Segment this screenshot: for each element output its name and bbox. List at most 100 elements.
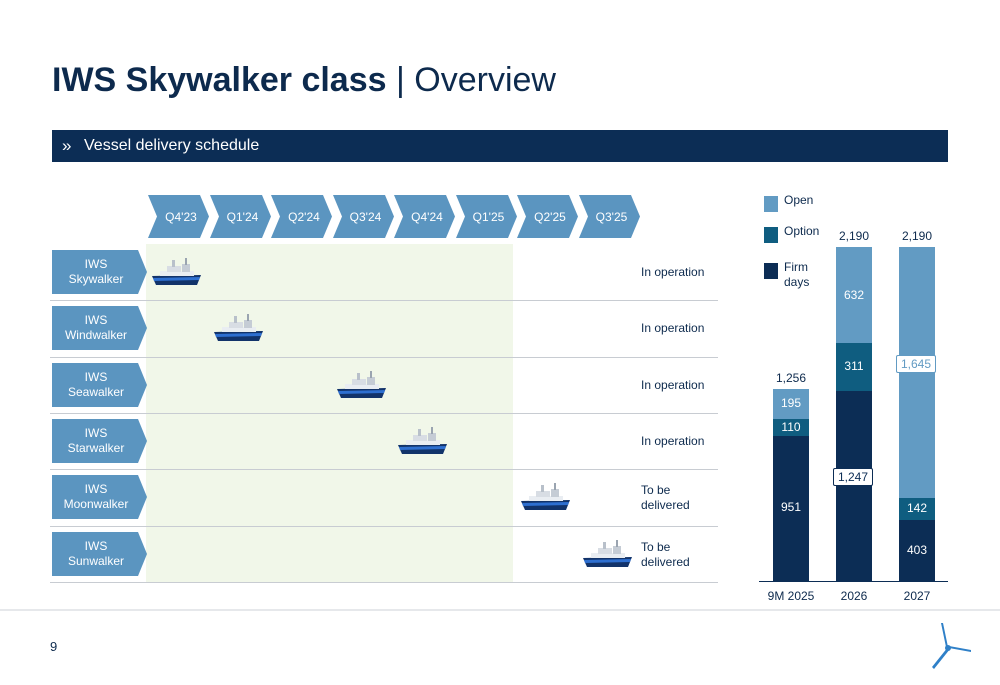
bar-value-label: 110: [781, 419, 801, 434]
vessel-status: In operation: [641, 434, 704, 449]
legend-label-line2: days: [784, 275, 810, 289]
status-line2: delivered: [641, 498, 690, 512]
bar-value-label: 311: [844, 359, 864, 374]
row-divider: [50, 357, 718, 358]
vessel-status: In operation: [641, 378, 704, 393]
bar-segment: [836, 343, 872, 391]
legend-label-line1: Option: [784, 224, 820, 238]
vessel-name-line2: Sunwalker: [67, 554, 125, 568]
bar-value-label: 951: [780, 500, 802, 515]
legend-label-line1: Firm: [784, 260, 808, 274]
vessel-name-line1: IWS: [84, 370, 108, 384]
row-divider: [50, 469, 718, 470]
quarter-3: Q2'24: [271, 195, 333, 238]
vessel-tag: IWS Seawalker: [52, 363, 148, 407]
vessel-tag: IWS Sunwalker: [52, 532, 148, 576]
bar-segment: [773, 435, 809, 581]
vessel-icon: [520, 483, 572, 513]
bar-value-label: 1,247: [833, 467, 874, 486]
row-divider: [50, 413, 718, 414]
legend-swatch: [764, 196, 778, 212]
bar-value-label: 195: [780, 396, 802, 411]
section-banner: » Vessel delivery schedule: [52, 130, 948, 162]
vessel-tag: IWS Moonwalker: [52, 475, 148, 519]
vessel-icon: [213, 314, 265, 344]
bar-segment: [899, 519, 935, 581]
vessel-name-line1: IWS: [84, 313, 108, 327]
status-line1: In operation: [641, 378, 705, 392]
vessel-status: In operation: [641, 321, 704, 336]
legend-label: Option: [784, 224, 819, 239]
quarter-label: Q4'24: [411, 209, 443, 224]
bar-total-label: 2,190: [838, 229, 870, 243]
row-divider: [50, 526, 718, 527]
bar-segment: [899, 497, 935, 520]
quarter-label: Q4'23: [165, 209, 197, 224]
legend-label-line1: Open: [784, 193, 814, 207]
x-axis-label: 9M 2025: [767, 589, 815, 603]
quarter-label: Q1'24: [226, 209, 259, 224]
page-title: IWS Skywalker class | Overview: [52, 58, 556, 102]
footer-divider: [0, 609, 1000, 611]
vessel-icon: [582, 540, 634, 570]
page-number: 9: [50, 639, 58, 654]
vessel-icon: [397, 427, 449, 457]
status-line1: In operation: [641, 321, 705, 335]
vessel-icon: [336, 371, 388, 401]
vessel-name-line2: Seawalker: [67, 385, 125, 399]
bar-total-label: 1,256: [775, 371, 807, 386]
banner-title: Vessel delivery schedule: [84, 137, 260, 154]
bar-segment: [773, 419, 809, 436]
status-line1: To be: [641, 483, 671, 497]
quarter-label: Q1'25: [472, 209, 505, 224]
quarter-2: Q1'24: [209, 195, 272, 238]
legend-label: Firm days: [784, 260, 809, 290]
quarter-1: Q4'23: [148, 195, 210, 238]
vessel-name-line2: Skywalker: [68, 272, 124, 286]
vessel-tag: IWS Starwalker: [52, 419, 148, 463]
quarter-7: Q2'25: [517, 195, 579, 238]
vessel-icon: [151, 258, 203, 288]
turbine-logo-icon: [932, 623, 971, 669]
bar-total-label: 2,190: [901, 229, 933, 243]
x-axis-label: 2027: [903, 589, 931, 603]
vessel-name-line2: Windwalker: [64, 328, 127, 342]
title-main: IWS Skywalker class: [52, 61, 387, 99]
vessel-name-line1: IWS: [84, 426, 108, 440]
vessel-status: To be delivered: [641, 483, 690, 513]
quarter-8: Q3'25: [578, 195, 641, 238]
chevron-icon: »: [62, 136, 72, 155]
title-separator: |: [386, 61, 415, 99]
bar-segment: [836, 247, 872, 344]
quarter-label: Q2'25: [534, 209, 566, 224]
quarter-label: Q3'24: [349, 209, 382, 224]
row-divider: [50, 582, 718, 583]
legend-swatch: [764, 227, 778, 243]
vessel-name-line1: IWS: [84, 482, 108, 496]
vessel-name-line1: IWS: [84, 257, 108, 271]
vessel-name-line1: IWS: [84, 539, 108, 553]
vessel-tag: IWS Skywalker: [52, 250, 148, 294]
bar-segment: [773, 389, 809, 420]
quarter-label: Q2'24: [288, 209, 320, 224]
quarter-6: Q1'25: [455, 195, 518, 238]
vessel-status: In operation: [641, 265, 704, 280]
legend-label: Open: [784, 193, 813, 208]
status-line1: In operation: [641, 265, 705, 279]
title-sub: Overview: [414, 61, 556, 99]
vessel-status: To be delivered: [641, 540, 690, 570]
quarter-5: Q4'24: [394, 195, 456, 238]
vessel-tag: IWS Windwalker: [52, 306, 148, 350]
bar-value-label: 1,645: [896, 355, 937, 373]
bar-value-label: 403: [906, 543, 928, 557]
quarter-label: Q3'25: [595, 209, 628, 224]
row-divider: [50, 300, 718, 301]
vessel-name-line2: Starwalker: [67, 441, 125, 455]
quarter-4: Q3'24: [332, 195, 395, 238]
status-line1: To be: [641, 540, 671, 554]
x-axis-label: 2026: [840, 589, 868, 603]
legend-swatch: [764, 263, 778, 279]
status-line1: In operation: [641, 434, 705, 448]
chart-x-axis: [759, 581, 948, 582]
bar-value-label: 632: [843, 288, 865, 302]
